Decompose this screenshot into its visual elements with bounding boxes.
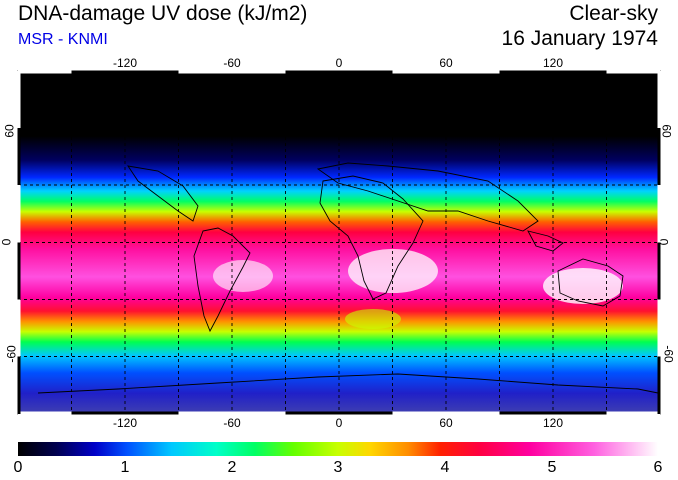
sky-condition-label: Clear-sky	[569, 2, 658, 25]
colorbar-label: 3	[333, 459, 343, 476]
north-america-outline	[127, 165, 199, 222]
map-title: DNA-damage UV dose (kJ/m2)	[18, 2, 308, 25]
top-lon-tick: -120	[112, 56, 138, 70]
maritime-continent-outline	[527, 230, 564, 252]
bottom-lon-tick: -120	[112, 416, 138, 430]
bottom-lon-tick: -60	[223, 416, 241, 430]
colorbar-label: 4	[440, 459, 450, 476]
map-source: MSR - KNMI	[18, 31, 108, 48]
colorbar-label: 2	[227, 459, 237, 476]
left-lat-tick: 0	[0, 238, 14, 246]
antarctica-coast	[37, 373, 659, 394]
left-lat-tick: -60	[4, 345, 19, 363]
africa-outline	[319, 175, 424, 300]
colorbar-label: 5	[547, 459, 557, 476]
eurasia-outline	[316, 162, 539, 232]
coastlines	[37, 162, 659, 394]
lat-lon-grid	[18, 71, 660, 414]
colorbar-label: 0	[13, 459, 23, 476]
frame-segments	[17, 70, 661, 415]
colorbar-label: 1	[120, 459, 130, 476]
africa-peak-patch	[348, 249, 438, 293]
south-america-outline	[193, 227, 251, 333]
color-scale-bar	[18, 442, 658, 456]
map-canvas	[17, 70, 661, 415]
bottom-lon-tick: 120	[542, 416, 564, 430]
right-lat-tick: 60	[659, 124, 674, 138]
top-lon-tick: 60	[439, 56, 453, 70]
bottom-lon-tick: 60	[439, 416, 453, 430]
south-america-peak-patch	[213, 260, 273, 292]
map-date: 16 January 1974	[501, 27, 658, 50]
top-lon-tick: 0	[335, 56, 343, 70]
right-lat-tick: -60	[661, 345, 676, 363]
australia-outline	[557, 258, 624, 307]
top-lon-tick: 120	[542, 56, 564, 70]
south-atlantic-low-patch	[345, 309, 401, 329]
left-lat-tick: 60	[2, 124, 17, 138]
australia-peak-patch	[543, 268, 623, 304]
uv-dose-map	[17, 70, 661, 415]
top-lon-tick: -60	[223, 56, 241, 70]
bottom-lon-tick: 0	[335, 416, 343, 430]
colorbar-label: 6	[653, 459, 663, 476]
